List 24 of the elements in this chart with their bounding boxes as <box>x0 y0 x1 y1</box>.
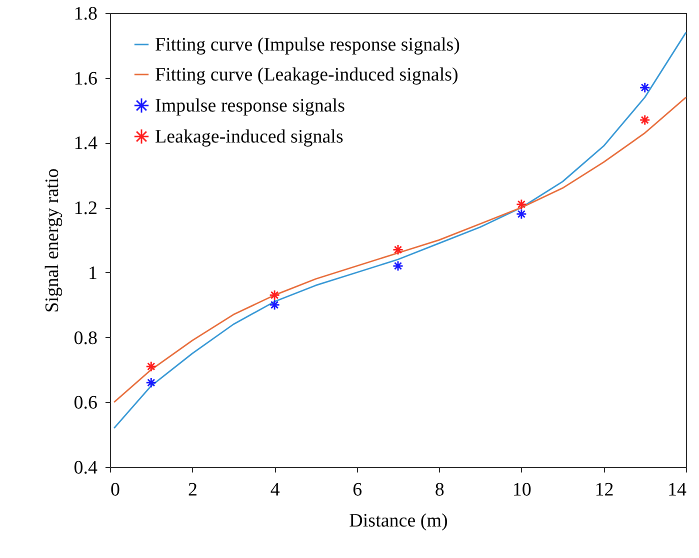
x-tick-label: 0 <box>110 480 120 500</box>
y-tick-label: 1.2 <box>74 198 98 220</box>
x-tick-label: 2 <box>188 480 198 500</box>
y-tick-label: 0.6 <box>74 392 98 414</box>
y-tick-label: 1.4 <box>74 133 98 154</box>
legend-label: Leakage-induced signals <box>155 126 344 148</box>
y-tick-label: 0.8 <box>74 328 98 349</box>
x-tick-label: 6 <box>352 480 362 500</box>
x-tick-label: 14 <box>668 480 687 500</box>
x-tick-label: 4 <box>270 480 280 500</box>
y-tick-label: 1.6 <box>74 68 98 90</box>
legend-label: Impulse response signals <box>155 96 345 116</box>
line-series <box>113 32 687 429</box>
x-tick-label: 12 <box>594 480 614 500</box>
x-axis-title: Distance (m) <box>349 510 448 532</box>
legend-label: Fitting curve (Impulse response signals) <box>155 34 460 56</box>
line-series <box>113 96 687 403</box>
y-tick-label: 1.8 <box>74 4 98 24</box>
x-tick-label: 8 <box>434 480 444 500</box>
y-tick-label: 1 <box>88 262 98 284</box>
x-tick-label: 10 <box>512 480 532 500</box>
y-axis-title: Signal energy ratio <box>42 168 63 313</box>
legend-label: Fitting curve (Leakage-induced signals) <box>155 64 458 86</box>
y-tick-label: 0.4 <box>74 458 98 478</box>
